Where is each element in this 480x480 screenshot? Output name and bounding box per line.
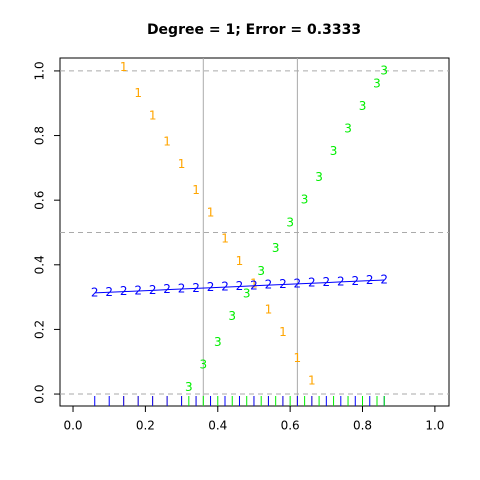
point: 1 — [265, 303, 273, 317]
x-tick-label: 0.0 — [63, 419, 82, 433]
point: 3 — [214, 335, 222, 349]
point: 3 — [359, 99, 367, 113]
point: 3 — [199, 357, 207, 371]
y-tick-label: 0.0 — [33, 384, 47, 403]
point: 1 — [294, 351, 302, 365]
point: 2 — [265, 278, 273, 292]
point: 2 — [134, 283, 142, 297]
chart-title: Degree = 1; Error = 0.3333 — [147, 22, 361, 38]
point: 1 — [149, 109, 157, 123]
point: 3 — [286, 215, 294, 229]
y-tick-label: 0.2 — [33, 320, 47, 339]
point: 2 — [279, 277, 287, 291]
point: 1 — [178, 157, 186, 171]
point: 1 — [120, 60, 128, 74]
point: 3 — [301, 193, 309, 207]
point: 1 — [134, 86, 142, 100]
point: 1 — [236, 254, 244, 268]
point: 2 — [207, 280, 215, 294]
point: 2 — [250, 278, 258, 292]
point: 1 — [279, 325, 287, 339]
point: 3 — [373, 76, 381, 90]
point: 2 — [163, 282, 171, 296]
point: 3 — [315, 170, 323, 184]
point: 3 — [243, 286, 251, 300]
y-tick-label: 1.0 — [33, 61, 47, 80]
point: 2 — [323, 275, 331, 289]
fit-line — [94, 279, 385, 294]
point: 3 — [330, 144, 338, 158]
point: 3 — [344, 122, 352, 136]
point: 2 — [105, 285, 113, 299]
point: 3 — [185, 380, 193, 394]
point: 2 — [366, 273, 374, 287]
y-tick-label: 0.8 — [33, 126, 47, 145]
x-tick-label: 0.4 — [208, 419, 227, 433]
x-tick-label: 0.6 — [281, 419, 300, 433]
point: 3 — [228, 309, 236, 323]
point: 2 — [337, 274, 345, 288]
x-tick-label: 0.8 — [353, 419, 372, 433]
point: 2 — [149, 283, 157, 297]
point: 2 — [120, 284, 128, 298]
point: 1 — [308, 374, 316, 388]
point: 3 — [257, 264, 265, 278]
point: 2 — [351, 274, 359, 288]
point: 1 — [221, 231, 229, 245]
point: 1 — [207, 206, 215, 220]
x-tick-label: 0.2 — [136, 419, 155, 433]
point: 3 — [272, 241, 280, 255]
point: 2 — [294, 276, 302, 290]
x-tick-label: 1.0 — [425, 419, 444, 433]
point: 2 — [221, 280, 229, 294]
point: 2 — [178, 282, 186, 296]
point: 2 — [380, 272, 388, 286]
point: 1 — [192, 183, 200, 197]
point: 2 — [308, 276, 316, 290]
point: 2 — [192, 281, 200, 295]
y-tick-label: 0.6 — [33, 191, 47, 210]
point: 1 — [163, 135, 171, 149]
y-tick-label: 0.4 — [33, 255, 47, 274]
point: 3 — [380, 63, 388, 77]
point: 2 — [236, 279, 244, 293]
point: 2 — [91, 285, 99, 299]
point: 1 — [250, 277, 258, 291]
